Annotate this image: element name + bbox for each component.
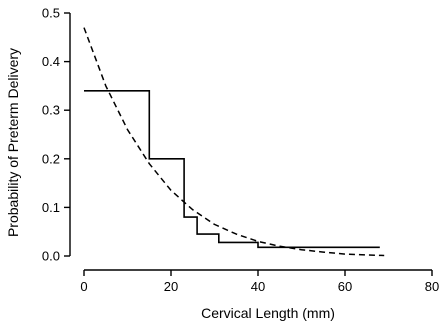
- fitted-curve-line: [83, 27, 385, 257]
- x-tick-label: 80: [425, 279, 439, 294]
- y-tick-label: 0.2: [42, 151, 60, 166]
- plot-area: 0.0 0.1 0.2 0.3 0.4 0.5 0 20 40 60 80: [42, 6, 439, 295]
- x-tick-label: 60: [338, 279, 352, 294]
- x-tick-label: 40: [251, 279, 265, 294]
- y-tick-label: 0.4: [42, 54, 60, 69]
- y-tick-label: 0.3: [42, 103, 60, 118]
- y-tick-label: 0.0: [42, 249, 60, 264]
- y-tick-label: 0.1: [42, 200, 60, 215]
- x-tick-label: 0: [80, 279, 87, 294]
- x-axis-title: Cervical Length (mm): [201, 305, 335, 321]
- y-axis-title: Probability of Preterm Delivery: [5, 48, 21, 237]
- x-tick-label: 20: [164, 279, 178, 294]
- step-function-line: [84, 90, 380, 249]
- y-tick-label: 0.5: [42, 6, 60, 21]
